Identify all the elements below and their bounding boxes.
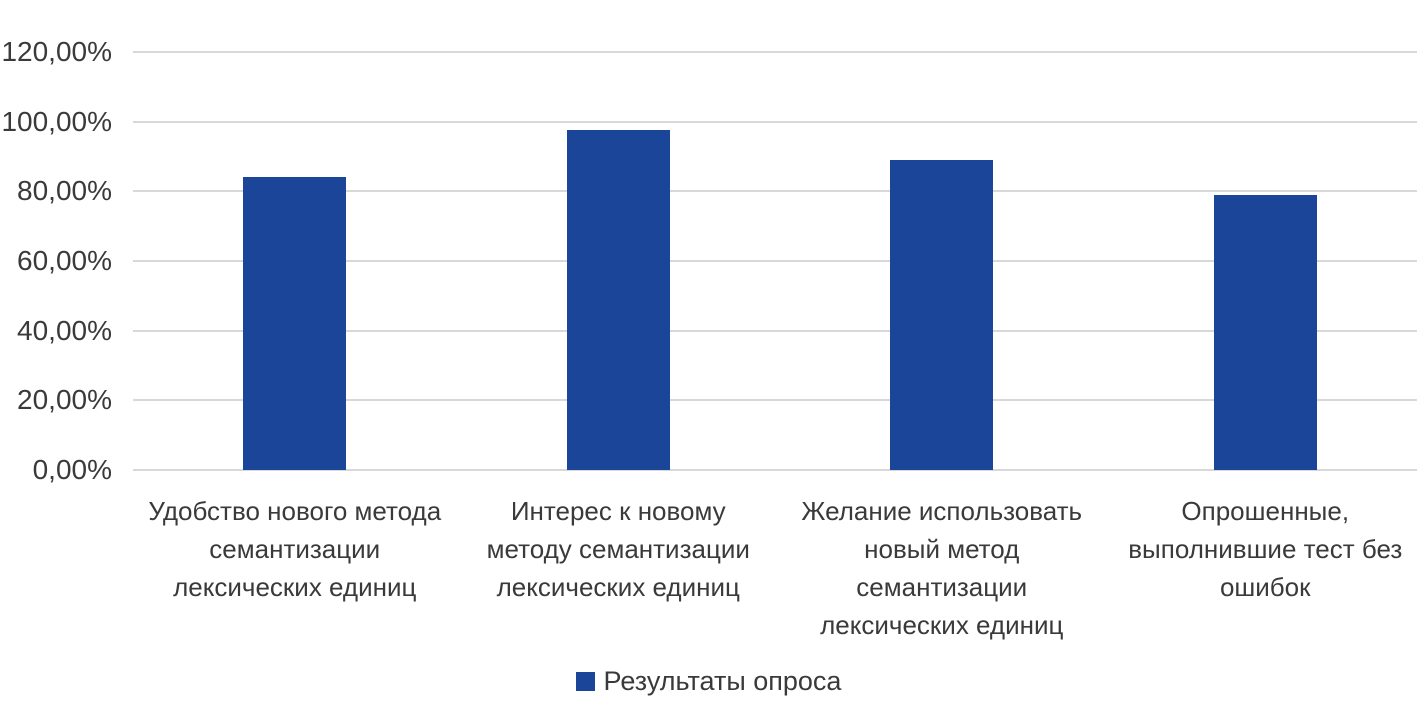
chart-plot-area xyxy=(133,51,1417,471)
y-tick-label: 80,00% xyxy=(17,175,112,207)
x-category-label-line: методу семантизации xyxy=(486,534,750,564)
legend-swatch-icon xyxy=(575,671,595,691)
x-category-label-line: ошибок xyxy=(1219,572,1311,602)
x-category-label-line: выполнившие тест без xyxy=(1128,534,1403,564)
gridline xyxy=(133,329,1417,332)
y-axis: 0,00% 20,00% 40,00% 60,00% 80,00% 100,00% 120,… xyxy=(0,36,112,485)
x-category-label-line: Удобство нового метода xyxy=(148,496,442,526)
x-category-label-line: семантизации xyxy=(209,534,381,564)
bar xyxy=(890,159,994,470)
x-category-label: Желание использовать новый метод семантиза… xyxy=(762,492,1122,644)
chart-legend: Результаты опроса xyxy=(0,663,1417,699)
gridline xyxy=(133,260,1417,262)
x-category-label-line: Желание использовать xyxy=(801,496,1083,526)
gridline xyxy=(133,51,1417,53)
gridline xyxy=(133,399,1417,402)
gridline xyxy=(133,190,1417,193)
bar xyxy=(566,130,670,470)
y-tick-label: 40,00% xyxy=(17,314,112,346)
x-category-label-line: лексических единиц xyxy=(496,572,740,602)
x-category-label-line: лексических единиц xyxy=(173,572,417,602)
bar xyxy=(1213,194,1317,470)
gridline xyxy=(133,469,1417,471)
x-category-label-line: Опрошенные, xyxy=(1181,496,1350,526)
y-tick-label: 0,00% xyxy=(32,454,112,485)
x-category-label: Удобство нового метода семантизации лексич… xyxy=(115,492,475,606)
y-tick-label: 20,00% xyxy=(17,384,112,416)
x-category-label: Опрошенные, выполнившие тест без ошибок xyxy=(1085,492,1417,606)
x-category-label: Интерес к новому методу семантизации лекси… xyxy=(438,492,798,606)
y-tick-label: 120,00% xyxy=(1,36,112,67)
y-tick-label: 100,00% xyxy=(1,105,112,137)
gridline xyxy=(133,120,1417,123)
x-category-label-line: семантизации xyxy=(856,572,1028,602)
y-tick-label: 60,00% xyxy=(17,245,112,276)
bar xyxy=(243,177,347,470)
x-category-label-line: лексических единиц xyxy=(820,610,1064,640)
x-category-label-line: Интерес к новому xyxy=(510,496,726,526)
x-axis: Удобство нового метода семантизации лексич… xyxy=(133,492,1417,657)
x-category-label-line: новый метод xyxy=(864,534,1020,564)
legend-series-label: Результаты опроса xyxy=(603,665,842,696)
